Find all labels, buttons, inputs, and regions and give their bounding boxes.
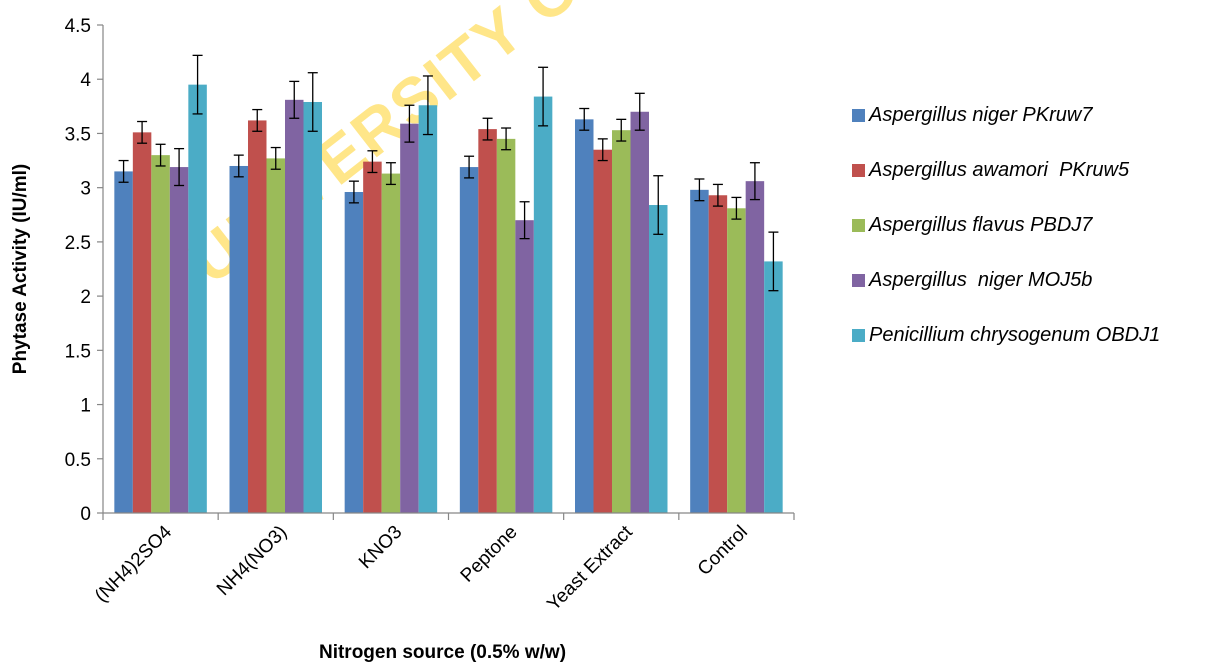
y-tick-label: 3.5 <box>65 124 91 145</box>
x-tick-label: Yeast Extract <box>543 521 637 615</box>
bar <box>764 261 783 513</box>
bar <box>381 173 401 513</box>
bar <box>630 111 649 513</box>
legend-item: Aspergillus flavus PBDJ7 <box>852 214 1227 237</box>
y-tick-label: 0 <box>80 504 91 525</box>
y-tick-label: 4 <box>80 70 91 91</box>
bar <box>459 167 479 513</box>
bar <box>344 192 364 513</box>
legend: Aspergillus niger PKruw7 Aspergillus awam… <box>852 104 1227 379</box>
y-tick-label: 2.5 <box>65 233 91 254</box>
x-tick-label: Control <box>694 522 752 580</box>
bar <box>303 101 322 514</box>
y-tick-label: 4.5 <box>65 16 91 37</box>
legend-swatch <box>852 219 865 232</box>
legend-swatch <box>852 164 865 177</box>
legend-label: Aspergillus awamori PKruw5 <box>869 159 1130 181</box>
x-tick-label: NH4(NO3) <box>213 522 291 600</box>
x-tick-label: Peptone <box>457 522 522 587</box>
bar <box>248 120 267 513</box>
bar <box>575 119 594 513</box>
bar <box>496 138 516 513</box>
legend-swatch <box>852 329 865 342</box>
bar <box>229 165 248 513</box>
y-tick-label: 0.5 <box>65 450 91 471</box>
bar <box>114 171 133 513</box>
bar <box>285 99 304 514</box>
legend-label: Aspergillus niger MOJ5b <box>869 269 1093 291</box>
bar <box>418 105 438 513</box>
bar <box>612 130 631 514</box>
legend-item: Aspergillus awamori PKruw5 <box>852 159 1227 182</box>
bar <box>363 161 382 513</box>
legend-item: Aspergillus niger PKruw7 <box>852 104 1227 127</box>
y-axis-title: Phytase Activity (IU/ml) <box>10 164 31 374</box>
bar <box>151 155 170 513</box>
x-tick-label: KNO3 <box>355 522 406 573</box>
bar <box>690 189 709 513</box>
legend-item: Aspergillus niger MOJ5b <box>852 269 1227 292</box>
bar <box>515 220 534 513</box>
y-tick-label: 3 <box>80 179 91 200</box>
x-tick-label: (NH4)2SO4 <box>91 521 176 606</box>
bar <box>132 132 152 514</box>
legend-swatch <box>852 274 865 287</box>
bar <box>478 129 497 513</box>
bar <box>727 208 746 513</box>
bar <box>266 158 285 514</box>
legend-label: Aspergillus niger PKruw7 <box>869 104 1093 126</box>
legend-label: Penicillium chrysogenum OBDJ1 <box>869 324 1161 346</box>
y-tick-label: 1.5 <box>65 341 91 362</box>
bar <box>533 96 553 513</box>
bar <box>708 195 728 513</box>
y-tick-label: 1 <box>80 396 91 417</box>
bar <box>169 167 189 513</box>
bar <box>745 181 765 513</box>
y-tick-label: 2 <box>80 287 91 308</box>
x-axis-title: Nitrogen source (0.5% w/w) <box>319 642 566 663</box>
bar <box>188 84 207 514</box>
bar <box>593 149 612 513</box>
legend-swatch <box>852 109 865 122</box>
legend-item: Penicillium chrysogenum OBDJ1 <box>852 324 1227 347</box>
bar <box>400 123 419 513</box>
bar <box>649 205 668 514</box>
legend-label: Aspergillus flavus PBDJ7 <box>869 214 1093 236</box>
